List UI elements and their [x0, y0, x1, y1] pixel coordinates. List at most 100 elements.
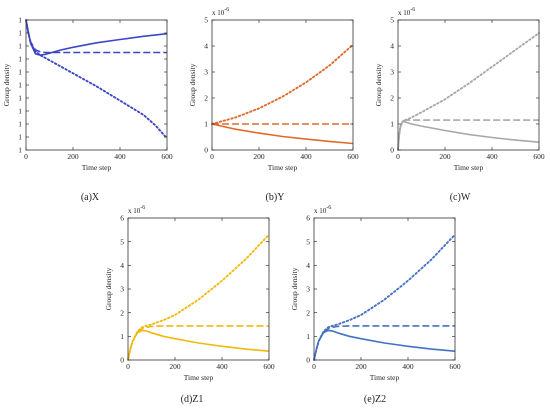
- x-tick-label: 200: [253, 152, 265, 161]
- y-tick-label: 4: [120, 261, 124, 270]
- y-tick-label: 4: [204, 42, 208, 51]
- series-line-solid: [127, 329, 270, 361]
- y-tick-label: 3: [306, 285, 310, 294]
- exponent-value: -6: [410, 7, 415, 13]
- plot-frame: [25, 19, 168, 151]
- x-tick-label: 0: [312, 362, 316, 371]
- y-tick-label: 1: [18, 146, 22, 155]
- y-tick-label: 1: [18, 94, 22, 103]
- x-tick-label: 400: [300, 152, 312, 161]
- y-axis-label: Group density: [374, 63, 383, 106]
- chart-panel-2: 0 200 400 600 0 1 2 3 4 5 x 10-6 Time step Group den…: [188, 7, 359, 203]
- y-tick-label: 1: [18, 120, 22, 129]
- plot-frame: [211, 19, 354, 151]
- x-tick-label: 600: [347, 152, 359, 161]
- x-tick-label: 600: [449, 362, 461, 371]
- y-tick-label: 1: [18, 68, 22, 77]
- x-tick-label: 400: [216, 362, 228, 371]
- y-axis-label: Group density: [188, 63, 197, 106]
- y-tick-label: 1: [18, 107, 22, 116]
- chart-panel-1: 0 200 400 600 1 1 1 1 1 1 1 1 1 1 1 Time step Group dens…: [2, 16, 173, 203]
- y-tick-label: 4: [306, 261, 310, 270]
- chart-panel-3: 0 200 400 600 0 1 2 3 4 5 x 10-6 Time step Group den…: [374, 7, 545, 203]
- y-axis-label: Group density: [290, 267, 299, 310]
- y-tick-label: 0: [306, 356, 310, 365]
- exponent-value: -6: [326, 205, 331, 211]
- y-tick-label: 1: [306, 332, 310, 341]
- plot-frame: [127, 217, 270, 361]
- y-tick-label: 5: [306, 237, 310, 246]
- x-tick-label: 0: [210, 152, 214, 161]
- y-tick-label: 5: [204, 16, 208, 25]
- x-tick-label: 400: [402, 362, 414, 371]
- y-tick-label: 3: [204, 68, 208, 77]
- series-line-solid: [25, 19, 168, 56]
- y-tick-label: 6: [120, 214, 124, 223]
- y-axis-label: Group density: [104, 267, 113, 310]
- y-tick-label: 3: [120, 285, 124, 294]
- x-tick-label: 600: [161, 152, 173, 161]
- panel-caption: (c)W: [450, 192, 471, 203]
- panel-caption: (e)Z2: [364, 394, 386, 405]
- x-tick-label: 200: [355, 362, 367, 371]
- y-tick-label: 1: [18, 55, 22, 64]
- x-axis-label: Time step: [370, 373, 400, 382]
- y-tick-label: 5: [390, 16, 394, 25]
- series-line-solid: [313, 329, 456, 361]
- x-tick-label: 400: [486, 152, 498, 161]
- y-tick-label: 1: [204, 120, 208, 129]
- exponent-value: -6: [224, 7, 229, 13]
- x-tick-label: 200: [67, 152, 79, 161]
- y-tick-label: 5: [120, 237, 124, 246]
- series-line-dotted: [25, 19, 168, 140]
- y-scale-exponent: x 10-6: [398, 7, 415, 17]
- x-tick-label: 0: [126, 362, 130, 371]
- y-tick-label: 1: [18, 81, 22, 90]
- x-tick-label: 200: [439, 152, 451, 161]
- y-axis-label: Group density: [2, 63, 11, 106]
- y-tick-label: 2: [120, 308, 124, 317]
- y-tick-label: 3: [390, 68, 394, 77]
- panel-caption: (b)Y: [266, 192, 285, 203]
- series-line-dotted: [211, 43, 354, 125]
- y-tick-label: 0: [390, 146, 394, 155]
- y-tick-label: 1: [390, 120, 394, 129]
- x-tick-label: 0: [396, 152, 400, 161]
- x-tick-label: 0: [24, 152, 28, 161]
- x-axis-label: Time step: [454, 163, 484, 172]
- x-tick-label: 600: [263, 362, 275, 371]
- series-line-dotted: [127, 233, 270, 361]
- y-tick-label: 6: [306, 214, 310, 223]
- y-scale-exponent: x 10-6: [128, 205, 145, 215]
- series-line-solid: [397, 120, 540, 151]
- y-tick-label: 1: [18, 16, 22, 25]
- panel-caption: (a)X: [81, 192, 100, 203]
- y-tick-label: 0: [120, 356, 124, 365]
- chart-panel-5: 0 200 400 600 0 1 2 3 4 5 6 x 10-6 Time step Group de…: [290, 205, 461, 405]
- plot-frame: [397, 19, 540, 151]
- series-line-dotted: [397, 32, 540, 151]
- y-tick-label: 2: [306, 308, 310, 317]
- chart-panel-4: 0 200 400 600 0 1 2 3 4 5 6 x 10-6 Time step Group de…: [104, 205, 275, 405]
- y-scale-exponent: x 10-6: [212, 7, 229, 17]
- x-axis-label: Time step: [82, 163, 112, 172]
- y-tick-label: 1: [18, 133, 22, 142]
- y-tick-label: 1: [120, 332, 124, 341]
- plot-frame: [313, 217, 456, 361]
- y-tick-label: 2: [390, 94, 394, 103]
- y-scale-exponent: x 10-6: [314, 205, 331, 215]
- x-tick-label: 600: [533, 152, 545, 161]
- y-tick-label: 1: [18, 29, 22, 38]
- y-tick-label: 2: [204, 94, 208, 103]
- x-axis-label: Time step: [268, 163, 298, 172]
- y-tick-label: 0: [204, 146, 208, 155]
- x-axis-label: Time step: [184, 373, 214, 382]
- series-line-solid: [211, 123, 354, 145]
- y-tick-label: 1: [18, 42, 22, 51]
- y-tick-label: 4: [390, 42, 394, 51]
- exponent-value: -6: [140, 205, 145, 211]
- x-tick-label: 200: [169, 362, 181, 371]
- series-line-dotted: [313, 233, 456, 361]
- panel-caption: (d)Z1: [181, 394, 204, 405]
